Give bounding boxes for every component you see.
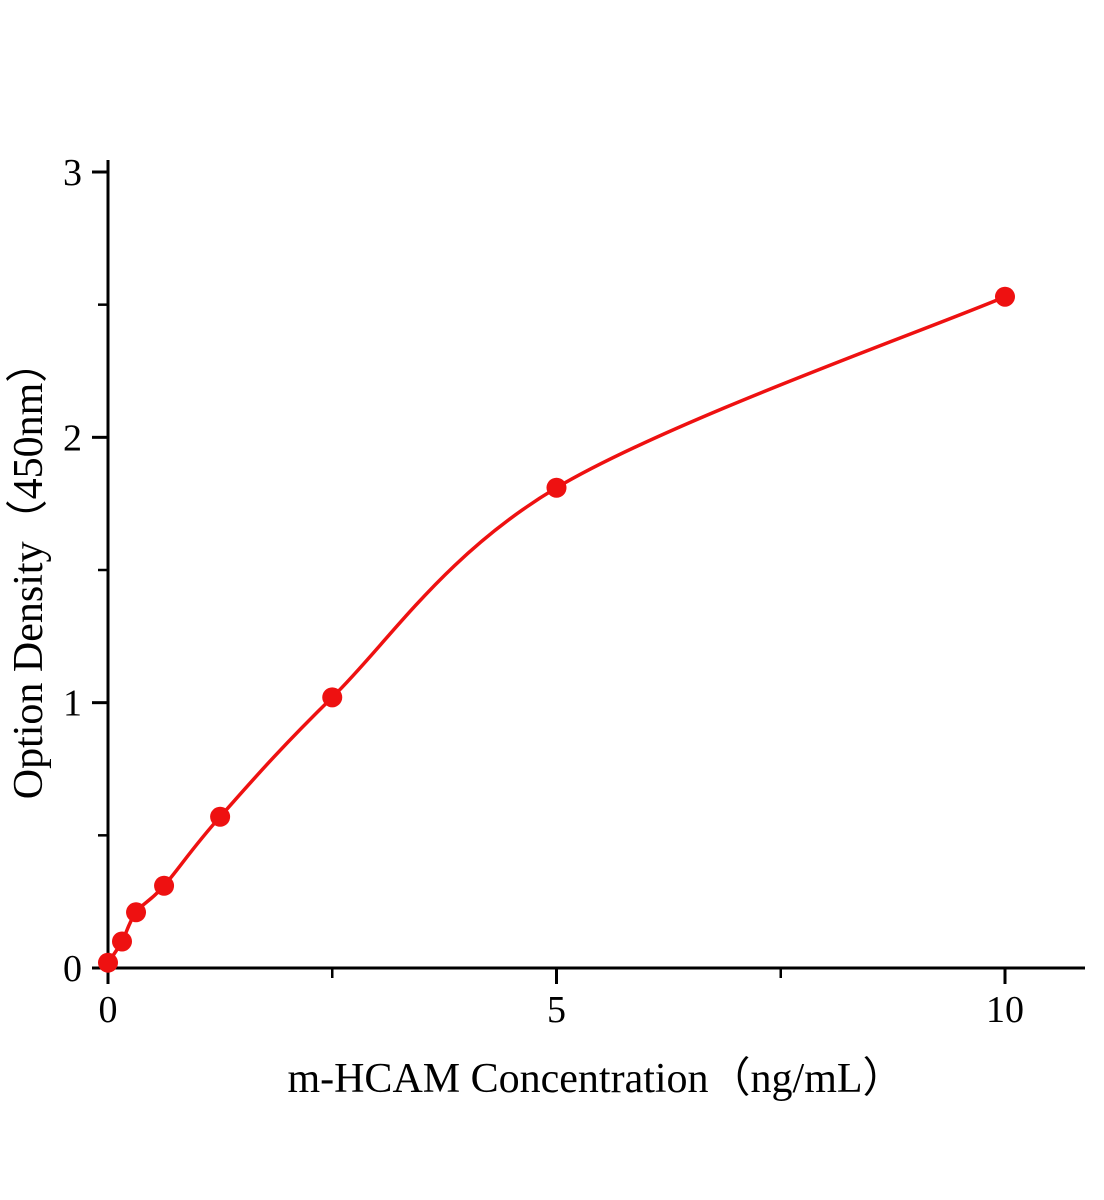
- y-tick-label: 0: [63, 948, 82, 990]
- x-tick-label: 0: [99, 989, 118, 1031]
- tick-labels: 0 5 10 0 1 2 3: [63, 152, 1024, 1031]
- fit-curve: [106, 294, 1007, 965]
- data-point: [546, 477, 567, 498]
- y-axis-title: Option Density（450nm）: [6, 341, 52, 800]
- data-series: [98, 286, 1015, 973]
- data-point: [98, 952, 118, 973]
- axes: [106, 160, 1085, 970]
- tick-marks: [92, 170, 1007, 984]
- data-point: [995, 286, 1015, 307]
- y-tick-label: 2: [63, 417, 82, 459]
- x-axis-title: m-HCAM Concentration（ng/mL）: [287, 1056, 904, 1102]
- data-point: [210, 806, 231, 827]
- data-point: [322, 687, 343, 708]
- x-tick-label: 5: [547, 989, 566, 1031]
- data-point: [154, 875, 175, 896]
- data-point: [111, 931, 132, 952]
- x-tick-label: 10: [986, 989, 1024, 1031]
- y-tick-label: 1: [63, 683, 82, 725]
- data-point: [126, 902, 147, 923]
- y-tick-label: 3: [63, 152, 82, 194]
